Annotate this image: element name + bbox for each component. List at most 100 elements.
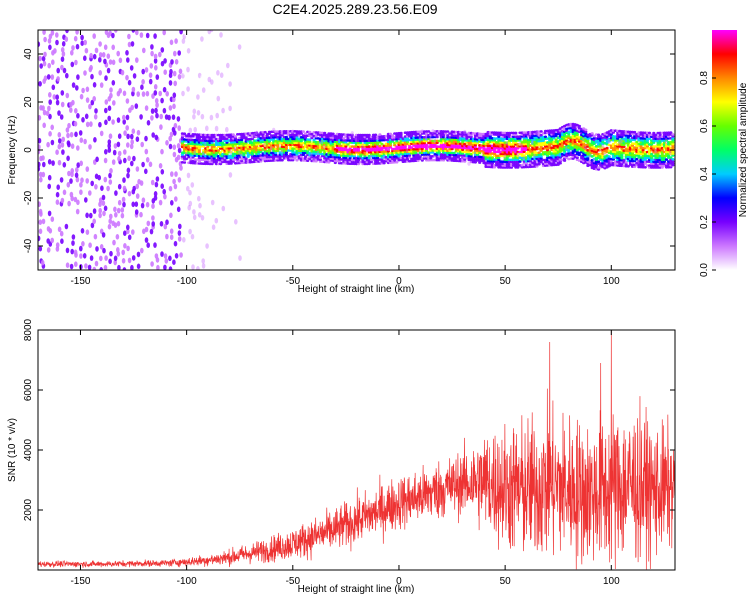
heatmap-cell-45 xyxy=(47,174,52,181)
heatmap-cell-257 xyxy=(101,194,106,201)
heatmap-cell-1935 xyxy=(367,162,371,166)
heatmap-cell-200 xyxy=(89,255,94,261)
heatmap-cell-3884 xyxy=(635,140,639,144)
heatmap-y-tick-label-4: 40 xyxy=(23,48,34,60)
heatmap-cell-240 xyxy=(98,197,103,203)
heatmap-cell-142 xyxy=(71,82,76,88)
heatmap-cell-3146 xyxy=(539,145,543,149)
heatmap-cell-3533 xyxy=(588,154,592,159)
heatmap-cell-49 xyxy=(48,113,52,120)
heatmap-cell-3362 xyxy=(567,132,571,136)
heatmap-cell-165 xyxy=(73,35,78,42)
heatmap-cell-2253 xyxy=(416,159,420,162)
heatmap-cell-645 xyxy=(226,62,230,69)
heatmap-cell-646 xyxy=(228,172,233,178)
heatmap-cell-1882 xyxy=(359,153,363,156)
heatmap-cell-2190 xyxy=(405,140,410,144)
heatmap-cell-741 xyxy=(187,146,191,149)
heatmap-cell-4 xyxy=(38,219,43,225)
heatmap-cell-4158 xyxy=(671,150,675,153)
heatmap-cell-10 xyxy=(38,166,41,172)
heatmap-cell-2337 xyxy=(429,156,433,160)
heatmap-cell-704 xyxy=(180,141,184,145)
heatmap-cell-3941 xyxy=(643,162,647,165)
heatmap-cell-124 xyxy=(65,72,69,79)
heatmap-cell-713 xyxy=(182,155,187,158)
heatmap-cell-593 xyxy=(192,209,196,215)
heatmap-cell-1211 xyxy=(257,135,261,138)
heatmap-cell-2757 xyxy=(490,156,494,159)
heatmap-cell-545 xyxy=(177,236,182,242)
heatmap-cell-2695 xyxy=(482,140,486,144)
heatmap-cell-2852 xyxy=(503,156,507,160)
heatmap-cell-168 xyxy=(79,253,83,259)
heatmap-cell-283 xyxy=(107,115,111,122)
heatmap-cell-205 xyxy=(90,180,94,187)
heatmap-cell-436 xyxy=(151,221,155,227)
heatmap-cell-44 xyxy=(47,183,51,190)
heatmap-cell-2406 xyxy=(439,145,443,148)
heatmap-cell-1801 xyxy=(346,143,350,146)
heatmap-cell-437 xyxy=(151,215,155,221)
heatmap-cell-1126 xyxy=(244,136,248,139)
heatmap-cell-302 xyxy=(112,149,117,156)
heatmap-cell-392 xyxy=(134,209,139,215)
heatmap-cell-672 xyxy=(265,170,269,175)
heatmap-cell-128 xyxy=(70,248,74,255)
heatmap-cell-3943 xyxy=(643,158,647,161)
heatmap-cell-389 xyxy=(136,263,141,270)
heatmap-cell-172 xyxy=(79,189,83,195)
heatmap-cell-4010 xyxy=(652,147,656,150)
heatmap-cell-619 xyxy=(205,243,209,249)
heatmap-cell-516 xyxy=(168,80,173,86)
heatmap-cell-3113 xyxy=(535,145,539,149)
heatmap-cell-3965 xyxy=(645,141,650,144)
heatmap-cell-2460 xyxy=(448,155,452,158)
heatmap-cell-3940 xyxy=(643,166,647,169)
heatmap-cell-581 xyxy=(188,189,192,196)
heatmap-cell-224 xyxy=(95,156,99,163)
heatmap-cell-963 xyxy=(221,156,225,160)
heatmap-cell-2772 xyxy=(492,152,497,155)
heatmap-cell-2659 xyxy=(478,161,482,164)
heatmap-cell-251 xyxy=(104,255,108,261)
heatmap-cell-1604 xyxy=(318,150,322,154)
heatmap-cell-506 xyxy=(169,212,173,219)
heatmap-cell-267 xyxy=(101,52,106,58)
heatmap-cell-221 xyxy=(94,184,98,190)
heatmap-cell-1936 xyxy=(367,160,371,164)
heatmap-cell-1568 xyxy=(312,138,316,142)
heatmap-cell-156 xyxy=(76,145,80,151)
heatmap-cell-1 xyxy=(38,245,43,252)
heatmap-cell-260 xyxy=(104,149,108,155)
heatmap-cell-845 xyxy=(202,151,206,157)
heatmap-cell-3782 xyxy=(622,158,626,162)
heatmap-cell-105 xyxy=(60,56,65,62)
heatmap-cell-4156 xyxy=(671,154,675,157)
heatmap-cell-2080 xyxy=(388,146,393,149)
heatmap-cell-569 xyxy=(181,73,185,79)
heatmap-cell-332 xyxy=(121,249,125,256)
heatmap-cell-133 xyxy=(69,178,73,184)
colorbar-ticks: 0.0 0.2 0.4 0.6 0.8 xyxy=(699,71,716,277)
heatmap-cell-652 xyxy=(232,110,237,116)
heatmap-cell-863 xyxy=(206,158,210,162)
heatmap-cell-2767 xyxy=(492,165,497,169)
heatmap-cell-225 xyxy=(93,137,97,143)
heatmap-cell-651 xyxy=(235,197,239,203)
heatmap-cell-616 xyxy=(201,87,206,93)
heatmap-cell-890 xyxy=(210,162,214,166)
heatmap-cell-2665 xyxy=(478,147,482,151)
heatmap-cell-43 xyxy=(47,210,52,217)
heatmap-cell-2099 xyxy=(391,134,395,137)
heatmap-cell-499 xyxy=(163,69,167,75)
heatmap-cell-451 xyxy=(156,264,160,270)
heatmap-cell-446 xyxy=(148,78,153,85)
heatmap-cell-8 xyxy=(39,176,43,183)
heatmap-cell-406 xyxy=(139,211,143,218)
heatmap-cell-2043 xyxy=(382,136,386,140)
heatmap-cell-158 xyxy=(73,121,78,127)
heatmap-cell-3139 xyxy=(539,160,543,164)
heatmap-cell-575 xyxy=(188,245,192,251)
heatmap-cell-194 xyxy=(85,86,90,93)
